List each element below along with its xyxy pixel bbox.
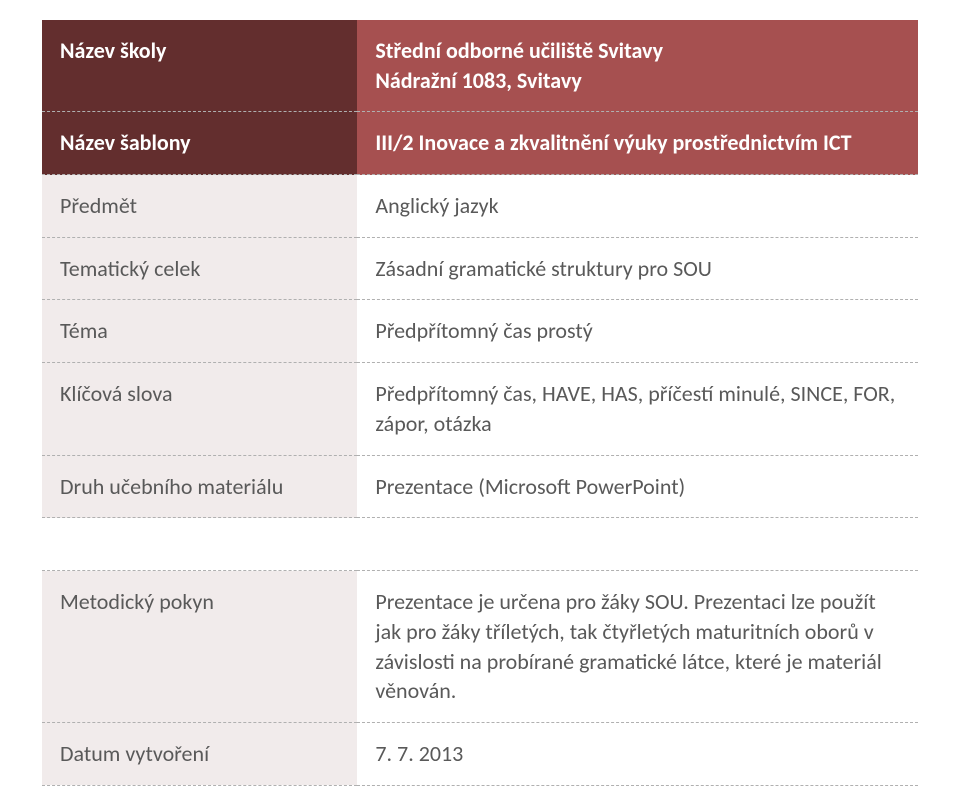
row-label: Metodický pokyn <box>42 571 357 723</box>
table-row: Metodický pokyn Prezentace je určena pro… <box>42 571 918 723</box>
row-label: Téma <box>42 300 357 363</box>
metadata-page: Název školy Střední odborné učiliště Svi… <box>0 0 960 806</box>
row-label: Druh učebního materiálu <box>42 455 357 518</box>
row-value: Prezentace je určena pro žáky SOU. Preze… <box>357 571 918 723</box>
row-value: Zásadní gramatické struktury pro SOU <box>357 237 918 300</box>
table-row: Datum vytvoření 7. 7. 2013 <box>42 722 918 785</box>
row-label: Datum vytvoření <box>42 722 357 785</box>
row-label: Název šablony <box>42 112 357 175</box>
table-row: Tematický celek Zásadní gramatické struk… <box>42 237 918 300</box>
table-row: Název šablony III/2 Inovace a zkvalitněn… <box>42 112 918 175</box>
table-spacer <box>42 518 918 571</box>
row-value: Předpřítomný čas, HAVE, HAS, příčestí mi… <box>357 363 918 455</box>
row-value: Předpřítomný čas prostý <box>357 300 918 363</box>
row-label: Klíčová slova <box>42 363 357 455</box>
metadata-table: Název školy Střední odborné učiliště Svi… <box>42 20 918 786</box>
table-row: Téma Předpřítomný čas prostý <box>42 300 918 363</box>
row-value: 7. 7. 2013 <box>357 722 918 785</box>
row-label: Tematický celek <box>42 237 357 300</box>
row-label: Předmět <box>42 175 357 238</box>
row-value: III/2 Inovace a zkvalitnění výuky prostř… <box>357 112 918 175</box>
table-row: Název školy Střední odborné učiliště Svi… <box>42 20 918 112</box>
row-label: Název školy <box>42 20 357 112</box>
table-row: Druh učebního materiálu Prezentace (Micr… <box>42 455 918 518</box>
table-row: Klíčová slova Předpřítomný čas, HAVE, HA… <box>42 363 918 455</box>
table-row: Předmět Anglický jazyk <box>42 175 918 238</box>
row-value: Anglický jazyk <box>357 175 918 238</box>
row-value: Střední odborné učiliště SvitavyNádražní… <box>357 20 918 112</box>
row-value: Prezentace (Microsoft PowerPoint) <box>357 455 918 518</box>
